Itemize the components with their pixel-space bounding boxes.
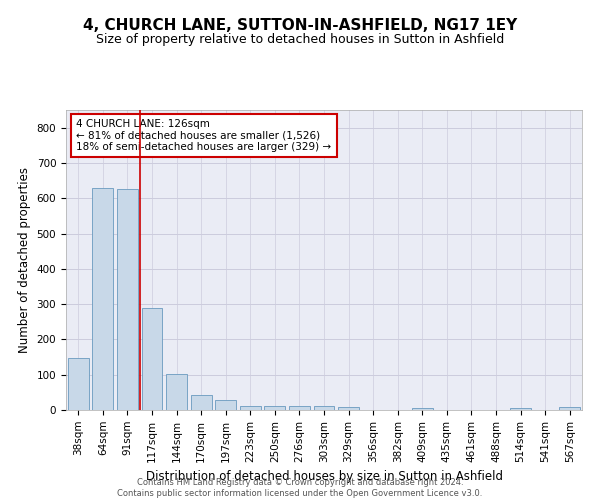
Text: 4, CHURCH LANE, SUTTON-IN-ASHFIELD, NG17 1EY: 4, CHURCH LANE, SUTTON-IN-ASHFIELD, NG17…: [83, 18, 517, 32]
Bar: [510, 408, 531, 410]
Bar: [289, 406, 310, 410]
Y-axis label: Number of detached properties: Number of detached properties: [18, 167, 31, 353]
Bar: [559, 407, 580, 410]
Bar: [191, 395, 212, 410]
Text: Contains HM Land Registry data © Crown copyright and database right 2024.
Contai: Contains HM Land Registry data © Crown c…: [118, 478, 482, 498]
Bar: [166, 374, 187, 410]
X-axis label: Distribution of detached houses by size in Sutton in Ashfield: Distribution of detached houses by size …: [146, 470, 503, 483]
Bar: [314, 406, 334, 410]
Bar: [412, 408, 433, 410]
Bar: [338, 407, 359, 410]
Text: 4 CHURCH LANE: 126sqm
← 81% of detached houses are smaller (1,526)
18% of semi-d: 4 CHURCH LANE: 126sqm ← 81% of detached …: [76, 119, 331, 152]
Bar: [117, 190, 138, 410]
Bar: [142, 308, 163, 410]
Bar: [215, 400, 236, 410]
Bar: [240, 406, 261, 410]
Bar: [92, 188, 113, 410]
Bar: [68, 358, 89, 410]
Bar: [265, 406, 286, 410]
Text: Size of property relative to detached houses in Sutton in Ashfield: Size of property relative to detached ho…: [96, 32, 504, 46]
